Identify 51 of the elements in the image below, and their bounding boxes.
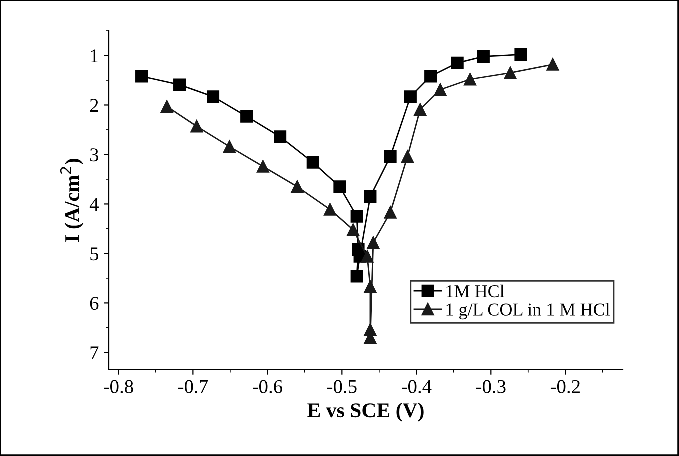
point bbox=[160, 100, 174, 113]
point bbox=[350, 210, 364, 223]
x-tick-label: -0.2 bbox=[550, 380, 580, 394]
point bbox=[451, 56, 464, 70]
x-tick-label: -0.3 bbox=[476, 380, 506, 394]
x-tick-label: -0.7 bbox=[178, 380, 208, 394]
point bbox=[334, 180, 346, 194]
y-axis-title: I (A/cm$^{2}$) bbox=[60, 159, 84, 242]
point bbox=[464, 73, 477, 86]
point bbox=[514, 48, 528, 62]
point bbox=[434, 84, 447, 96]
point bbox=[414, 103, 427, 116]
point bbox=[504, 66, 517, 80]
point bbox=[384, 206, 397, 219]
point bbox=[174, 78, 186, 92]
point bbox=[477, 50, 490, 63]
y-tick-label: 7 bbox=[90, 346, 99, 360]
point bbox=[546, 58, 560, 71]
point bbox=[350, 270, 364, 283]
point bbox=[401, 150, 414, 163]
x-tick-label: -0.5 bbox=[327, 380, 357, 394]
y-tick-label: 5 bbox=[90, 248, 99, 261]
x-tick-label: -0.6 bbox=[253, 380, 282, 394]
point bbox=[361, 250, 374, 263]
point bbox=[207, 90, 220, 104]
point bbox=[384, 150, 397, 163]
point bbox=[347, 224, 360, 236]
x-tick-label: -0.4 bbox=[402, 380, 432, 394]
y-tick-label: 2 bbox=[90, 99, 98, 112]
point bbox=[136, 70, 148, 83]
point bbox=[364, 190, 377, 204]
point bbox=[367, 236, 380, 250]
y-tick-label: 4 bbox=[90, 198, 99, 211]
point bbox=[306, 156, 320, 169]
point bbox=[223, 140, 236, 154]
y-tick-label: 3 bbox=[90, 148, 99, 162]
point bbox=[190, 120, 204, 133]
point bbox=[274, 130, 287, 144]
x-tick-label: -0.8 bbox=[104, 380, 134, 394]
legend-label: 1 g/L COL in 1 M HCl bbox=[446, 303, 610, 320]
point bbox=[256, 160, 270, 173]
x-axis-title: E vs SCE (V) bbox=[308, 402, 424, 422]
point bbox=[291, 180, 304, 194]
point bbox=[364, 280, 377, 294]
legend-label: 1M HCl bbox=[446, 284, 505, 298]
point bbox=[404, 90, 417, 104]
point bbox=[324, 203, 336, 216]
point bbox=[424, 70, 438, 83]
y-tick-label: 1 bbox=[91, 50, 98, 62]
y-tick-label: 6 bbox=[90, 297, 99, 310]
point bbox=[240, 110, 254, 123]
